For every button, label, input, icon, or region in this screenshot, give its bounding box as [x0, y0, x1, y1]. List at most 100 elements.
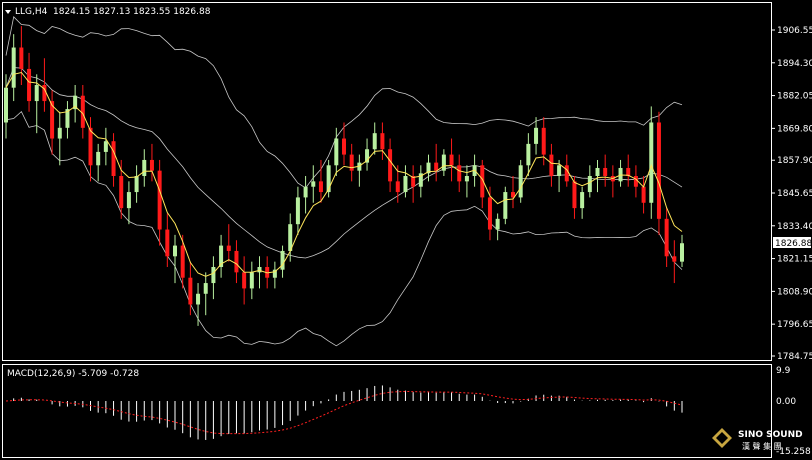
price-tick-label: 1882.05: [777, 92, 812, 102]
candle-body: [326, 165, 331, 193]
chart-header: LLG,H4 1824.15 1827.13 1823.55 1826.88: [5, 7, 211, 17]
price-tick-label: 1833.40: [777, 222, 812, 232]
candle-body: [211, 267, 216, 284]
candle-body: [480, 165, 485, 198]
price-tick-label: 1796.65: [777, 320, 812, 330]
candle-body: [357, 162, 362, 171]
candle-body: [34, 85, 39, 102]
candle-body: [334, 138, 339, 166]
candle-body: [219, 245, 224, 268]
candle-body: [11, 47, 16, 88]
candle-body: [495, 218, 500, 230]
macd-axis-label-zero: 0.00: [776, 397, 796, 407]
candle-body: [649, 122, 654, 203]
lower-band: [5, 110, 683, 347]
ohlc-readout: 1824.15 1827.13 1823.55 1826.88: [53, 7, 211, 17]
candle-body: [587, 176, 592, 193]
candle-body: [534, 127, 539, 144]
price-pane-frame: [2, 2, 772, 361]
bollinger-bands: [5, 15, 683, 347]
candle-body: [149, 159, 154, 171]
candle-body: [119, 176, 124, 209]
candle-body: [318, 181, 323, 193]
candle-body: [511, 192, 515, 198]
candle-body: [280, 250, 285, 270]
candle-body: [503, 192, 508, 219]
candle-body: [249, 272, 254, 289]
candle-body: [265, 267, 270, 278]
candle-body: [126, 192, 131, 209]
candle-body: [342, 138, 346, 155]
candle-body: [19, 47, 24, 69]
price-tick-label: 1906.55: [777, 26, 812, 36]
candle-body: [680, 243, 684, 262]
candle-body: [595, 167, 600, 177]
candle-body: [257, 267, 262, 273]
price-tick-label: 1808.90: [777, 287, 812, 297]
triangle-down-icon[interactable]: [5, 10, 11, 14]
candle-body: [365, 149, 370, 163]
candle-body: [418, 173, 423, 187]
candle-body: [434, 162, 439, 171]
candle-body: [288, 224, 293, 251]
candle-body: [272, 269, 277, 278]
moving-average-line: [5, 71, 683, 277]
candle-body: [580, 192, 585, 209]
candle-body: [50, 101, 55, 139]
candle-body: [4, 87, 8, 123]
macd-label: MACD(12,26,9) -5.709 -0.728: [7, 369, 139, 379]
candle-body: [395, 181, 400, 193]
candle-body: [526, 143, 531, 166]
candle-body: [88, 127, 93, 166]
macd-histogram: [13, 385, 683, 440]
candle-body: [672, 256, 677, 262]
candle-body: [572, 181, 577, 209]
macd-axis-label-high: 9.9: [776, 366, 791, 376]
candle-body: [103, 141, 108, 152]
candle-body: [457, 165, 462, 182]
candle-body: [411, 176, 416, 187]
candle-body: [242, 272, 247, 289]
price-tick-label: 1821.15: [777, 255, 812, 265]
candle-body: [165, 229, 170, 257]
candle-body: [27, 68, 32, 102]
candle-body: [656, 122, 661, 219]
price-tick-label: 1894.30: [777, 59, 812, 69]
candle-body: [426, 162, 431, 174]
candle-body: [626, 167, 631, 177]
candle-body: [633, 176, 638, 187]
candle-body: [157, 170, 162, 230]
candle-body: [196, 293, 201, 305]
candle-body: [372, 133, 377, 150]
candle-body: [73, 95, 78, 110]
candle-body: [564, 165, 569, 182]
candle-body: [111, 141, 116, 177]
candle-body: [380, 133, 385, 150]
middle-band: [5, 67, 683, 259]
candle-body: [449, 154, 454, 166]
price-tick-label: 1869.80: [777, 124, 812, 134]
candle-body: [603, 167, 608, 177]
candle-body: [487, 197, 492, 230]
candle-body: [664, 218, 669, 257]
candle-body: [557, 165, 562, 177]
brand-name: SINO SOUND: [738, 430, 803, 440]
candle-body: [226, 245, 231, 251]
candle-body: [180, 245, 185, 278]
candle-body: [142, 159, 147, 177]
price-axis: 1906.55 1894.30 1882.05 1869.80 1857.90 1845.…: [771, 26, 812, 362]
candle-body: [96, 151, 101, 166]
candle-body: [303, 186, 308, 198]
candle-body: [134, 176, 139, 193]
candle-body: [295, 197, 300, 225]
candle-body: [441, 154, 446, 171]
candle-body: [403, 176, 408, 193]
diamond-logo-icon: [712, 428, 732, 448]
price-tick-label: 1857.90: [777, 156, 812, 166]
price-tick-label: 1845.65: [777, 189, 812, 199]
macd-signal-line: [5, 390, 683, 435]
signal-line: [5, 390, 683, 435]
candle-body: [641, 186, 646, 203]
candle-body: [388, 149, 393, 182]
